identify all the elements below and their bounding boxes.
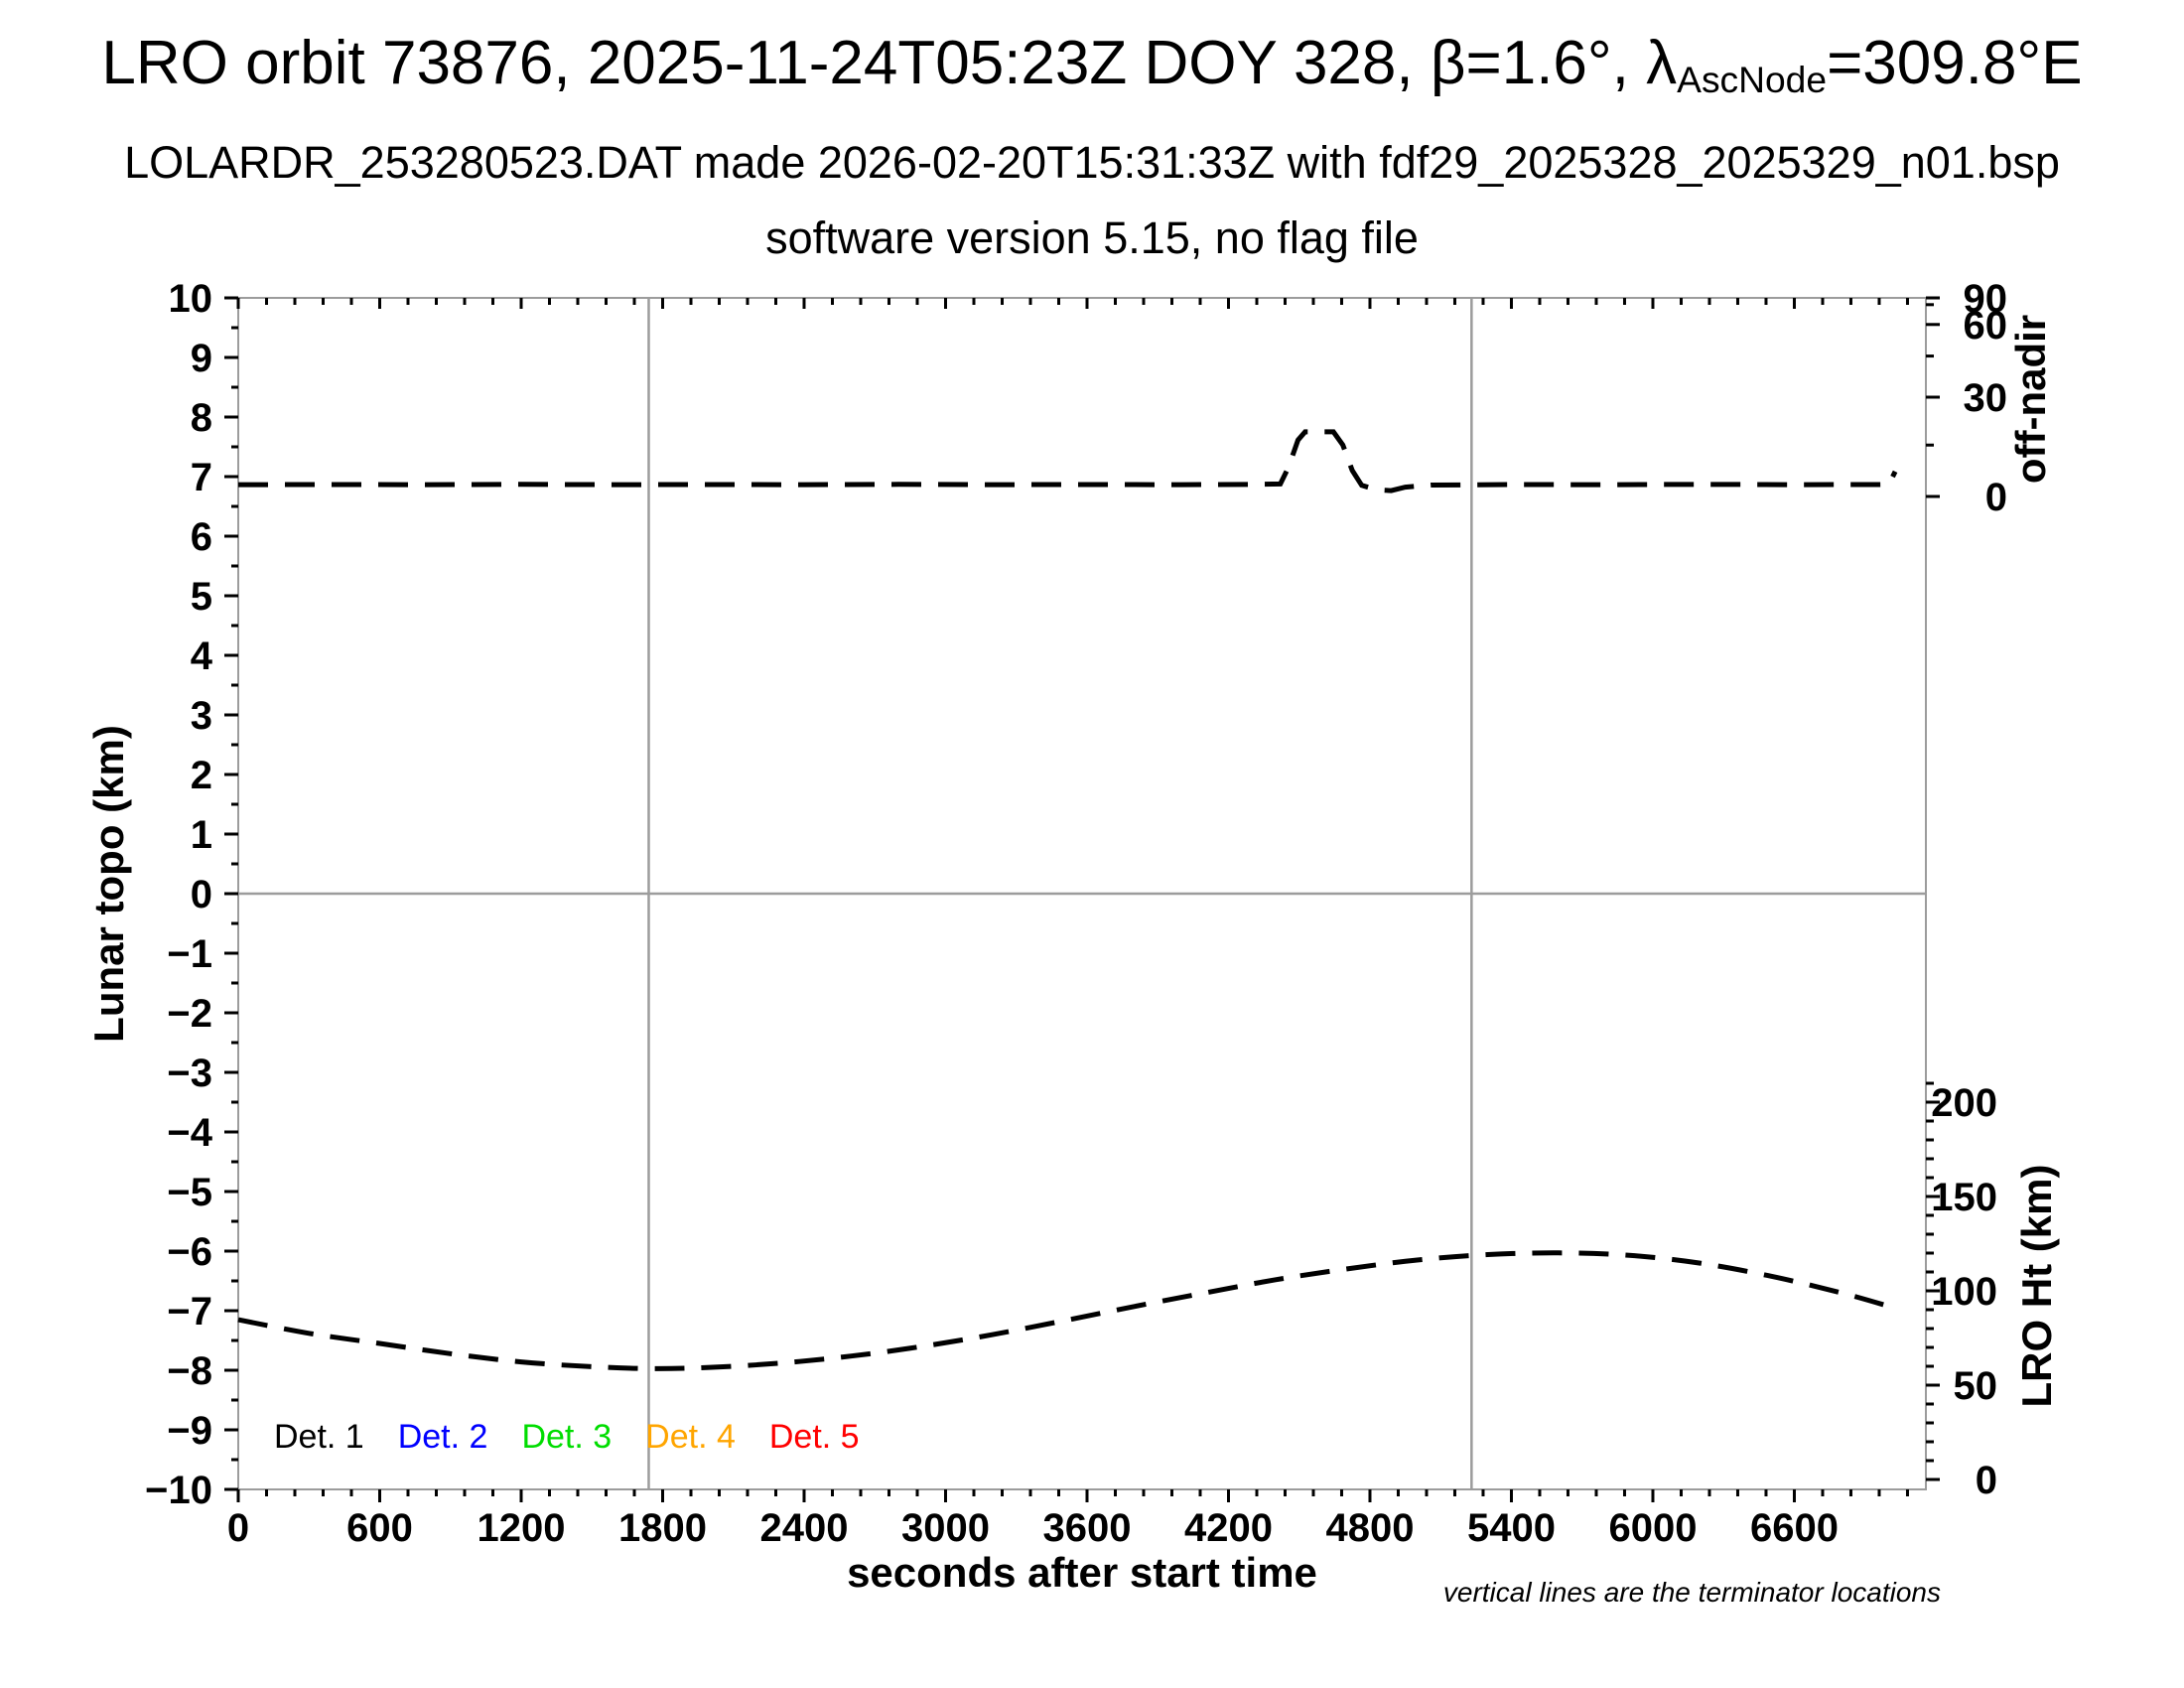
tick-label: 60: [1964, 304, 2008, 348]
tick-label: 4800: [1325, 1506, 1414, 1550]
plot-title-subscript: AscNode: [1677, 58, 1828, 100]
y-axis-label-off-nadir: off-nadir: [2007, 314, 2054, 485]
legend-item: Det. 5: [768, 1418, 860, 1456]
legend-item: Det. 3: [521, 1418, 613, 1456]
tick-label: 600: [346, 1506, 413, 1550]
y-axis-label-lro-ht: LRO Ht (km): [2013, 1164, 2060, 1408]
tick-label: 10: [169, 277, 213, 321]
tick-label: 4200: [1184, 1506, 1273, 1550]
tick-label: 0: [191, 873, 212, 916]
subtitle-software-version: software version 5.15, no flag file: [765, 212, 1419, 263]
tick-label: 2400: [759, 1506, 848, 1550]
tick-label: 6000: [1608, 1506, 1697, 1550]
tick-label: 3600: [1042, 1506, 1131, 1550]
tick-label: 8: [191, 396, 212, 440]
subtitle-datafile: LOLARDR_253280523.DAT made 2026-02-20T15…: [124, 137, 2060, 188]
tick-label: 90: [1964, 277, 2008, 321]
series-lro-height: [237, 1250, 1894, 1371]
tick-label: −9: [167, 1409, 212, 1453]
terminator-footnote: vertical lines are the terminator locati…: [1442, 1577, 1941, 1608]
tick-label: 0: [1985, 476, 2007, 519]
tick-label: 150: [1931, 1176, 1997, 1219]
x-axis-label: seconds after start time: [847, 1549, 1317, 1596]
tick-label: 6600: [1750, 1506, 1839, 1550]
tick-label: −2: [167, 992, 212, 1036]
legend-item: Det. 4: [645, 1418, 736, 1456]
tick-label: 9: [191, 337, 212, 380]
plot-title: LRO orbit 73876, 2025-11-24T05:23Z DOY 3…: [0, 28, 2184, 100]
tick-label: 5: [191, 575, 212, 619]
tick-label: 0: [1976, 1459, 1997, 1502]
tick-label: 3000: [901, 1506, 990, 1550]
tick-label: 2: [191, 754, 212, 797]
plot-title-text: LRO orbit 73876, 2025-11-24T05:23Z DOY 3…: [101, 29, 1678, 97]
series-off-nadir: [237, 429, 1898, 493]
tick-label: 100: [1931, 1270, 1997, 1314]
tick-label: −5: [167, 1171, 212, 1214]
tick-label: −3: [167, 1052, 212, 1095]
tick-label: 0: [227, 1506, 249, 1550]
tick-label: 4: [191, 634, 213, 678]
tick-label: −4: [167, 1111, 212, 1155]
tick-label: 6: [191, 515, 212, 559]
tick-label: 3: [191, 694, 212, 738]
tick-label: 1: [191, 813, 212, 857]
y-axis-label-lunar-topo: Lunar topo (km): [85, 725, 132, 1043]
tick-label: 200: [1931, 1081, 1997, 1125]
tick-label: 1800: [618, 1506, 707, 1550]
tick-label: 1200: [478, 1506, 566, 1550]
tick-label: 5400: [1467, 1506, 1556, 1550]
legend-item: Det. 2: [397, 1418, 488, 1456]
tick-label: 30: [1964, 376, 2008, 420]
tick-label: −10: [145, 1469, 212, 1512]
tick-label: −8: [167, 1349, 212, 1393]
tick-label: −6: [167, 1230, 212, 1274]
legend-item: Det. 1: [274, 1418, 364, 1456]
plot-title-suffix: =309.8°E: [1827, 29, 2083, 97]
tick-label: −1: [167, 932, 212, 976]
tick-label: 50: [1954, 1364, 1998, 1408]
tick-label: −7: [167, 1290, 212, 1334]
tick-label: 7: [191, 456, 212, 499]
legend: Det. 1 Det. 2 Det. 3 Det. 4 Det. 5: [274, 1418, 860, 1457]
